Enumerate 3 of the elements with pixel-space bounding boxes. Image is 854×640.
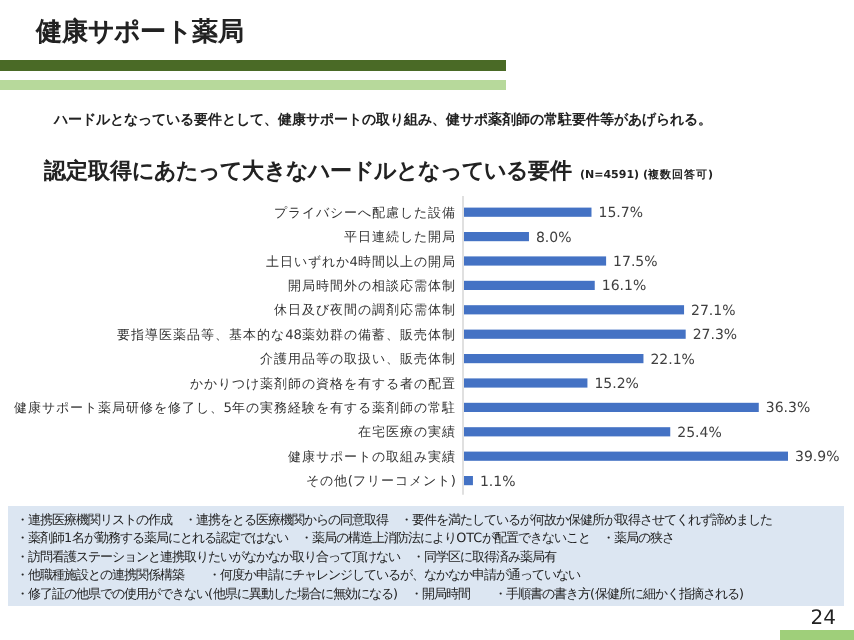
- chart-title: 認定取得にあたって大きなハードルとなっている要件: [42, 158, 572, 184]
- text: 24: [810, 608, 836, 630]
- text: 健康サポート薬局: [34, 16, 244, 48]
